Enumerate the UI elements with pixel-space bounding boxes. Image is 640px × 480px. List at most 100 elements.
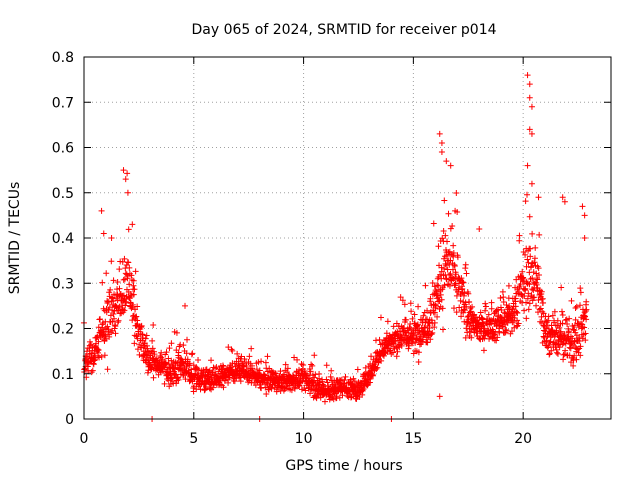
data-point (569, 335, 576, 342)
data-point (559, 312, 566, 319)
data-point (351, 378, 358, 385)
data-point (535, 265, 542, 272)
data-point (438, 139, 445, 146)
data-point (104, 323, 111, 330)
data-point (515, 320, 522, 327)
y-axis-label: SRMTID / TECUs (7, 182, 23, 295)
data-point (324, 379, 331, 386)
data-point (452, 271, 459, 278)
data-point (527, 245, 534, 252)
data-point (378, 357, 385, 364)
data-point (462, 334, 469, 341)
data-point (549, 312, 556, 319)
data-point (497, 294, 504, 301)
data-point (577, 343, 584, 350)
data-point (477, 309, 484, 316)
data-point (434, 313, 441, 320)
data-point (209, 384, 216, 391)
data-point (424, 328, 431, 335)
data-point (284, 365, 291, 372)
data-point (582, 308, 589, 315)
data-point (107, 286, 114, 293)
data-point (307, 390, 314, 397)
data-point (461, 290, 468, 297)
data-point (537, 305, 544, 312)
data-point (572, 316, 579, 323)
data-point (453, 309, 460, 316)
data-point (128, 305, 135, 312)
data-point (511, 324, 518, 331)
data-point (416, 330, 423, 337)
data-point (559, 194, 566, 201)
data-point (130, 291, 137, 298)
data-point (133, 313, 140, 320)
data-point (368, 353, 375, 360)
data-point (521, 293, 528, 300)
data-point (447, 270, 454, 277)
data-point (273, 388, 280, 395)
data-point (407, 300, 414, 307)
data-point (567, 345, 574, 352)
data-point (283, 369, 290, 376)
data-point (105, 326, 112, 333)
data-point (122, 298, 129, 305)
data-point (184, 336, 191, 343)
data-point (175, 349, 182, 356)
data-point (450, 275, 457, 282)
data-point (102, 332, 109, 339)
y-tick-label: 0.3 (52, 276, 74, 292)
data-point (114, 319, 121, 326)
data-point (220, 363, 227, 370)
data-point (97, 316, 104, 323)
data-point (463, 325, 470, 332)
data-point (175, 376, 182, 383)
data-point (129, 301, 136, 308)
x-axis-label: GPS time / hours (285, 458, 402, 474)
data-point (499, 288, 506, 295)
data-point (366, 379, 373, 386)
y-tick-label: 0.5 (52, 186, 74, 202)
data-point (116, 266, 123, 273)
x-axis: 0 5 10 15 20 (80, 57, 532, 447)
data-point (528, 103, 535, 110)
data-point (520, 275, 527, 282)
data-point (566, 315, 573, 322)
data-point (482, 303, 489, 310)
data-point (419, 319, 426, 326)
data-point (424, 307, 431, 314)
data-point (555, 350, 562, 357)
data-point (559, 341, 566, 348)
data-point (316, 371, 323, 378)
data-point (184, 356, 191, 363)
data-point (532, 244, 539, 251)
data-point (434, 282, 441, 289)
data-point (577, 352, 584, 359)
data-point (412, 339, 419, 346)
data-point (394, 348, 401, 355)
data-point (258, 358, 265, 365)
data-point (234, 350, 241, 357)
data-point (427, 336, 434, 343)
data-point (443, 262, 450, 269)
data-point (291, 385, 298, 392)
data-point (573, 303, 580, 310)
data-point (513, 308, 520, 315)
data-point (432, 302, 439, 309)
data-point (510, 318, 517, 325)
data-point (121, 255, 128, 262)
data-point (134, 303, 141, 310)
data-point (569, 323, 576, 330)
data-point (108, 258, 115, 265)
data-point (441, 197, 448, 204)
data-point (304, 372, 311, 379)
data-point (180, 342, 187, 349)
data-point (449, 222, 456, 229)
data-point (309, 362, 316, 369)
data-point (264, 353, 271, 360)
data-point (583, 298, 590, 305)
data-point (102, 335, 109, 342)
data-point (125, 259, 132, 266)
data-point (221, 377, 228, 384)
data-point (321, 398, 328, 405)
data-point (302, 387, 309, 394)
